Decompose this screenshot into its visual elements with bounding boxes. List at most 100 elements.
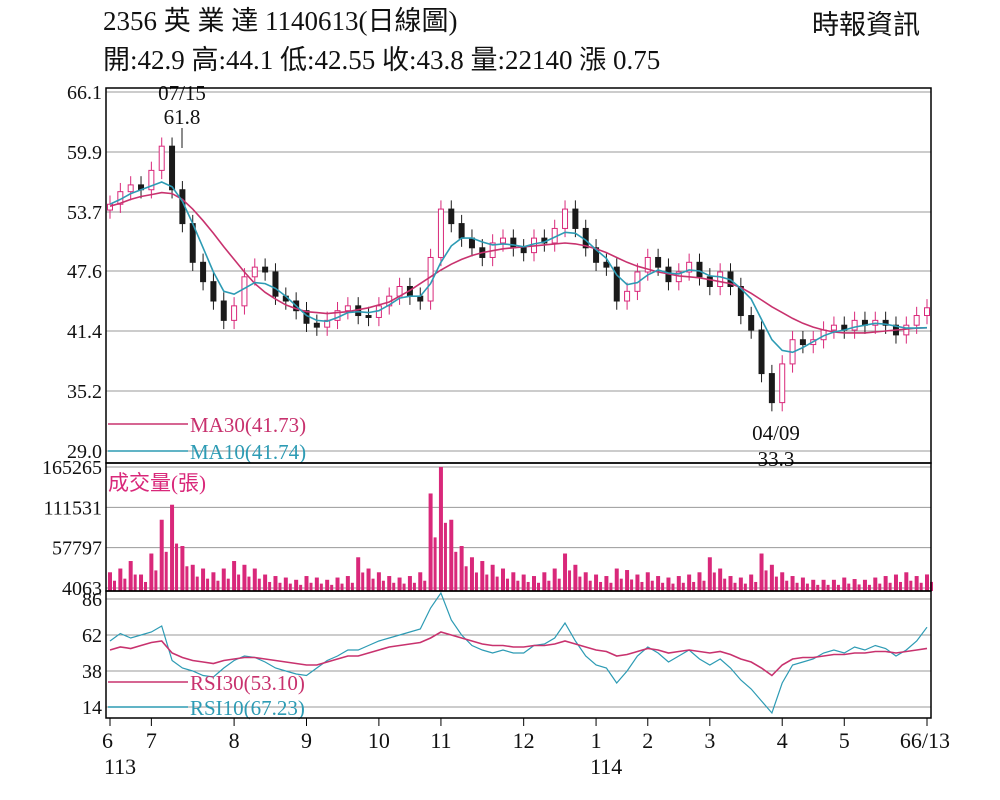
volume-title: 成交量(張) (108, 471, 206, 495)
candle-body (251, 266, 258, 278)
volume-bar (552, 568, 557, 591)
volume-bar (697, 572, 702, 591)
volume-bar (645, 572, 650, 591)
volume-bar (263, 574, 268, 591)
year-label: 113 (104, 754, 136, 779)
price-y-tick-label: 59.9 (67, 142, 102, 164)
panel-frame (105, 590, 932, 719)
candle-body (830, 324, 837, 331)
volume-bar (656, 576, 661, 591)
volume-bar-secondary (288, 583, 292, 591)
x-tick-label: 5 (839, 728, 850, 753)
volume-bar (480, 561, 485, 591)
candle-body (107, 203, 113, 211)
volume-bar-secondary (133, 574, 137, 591)
volume-bar-secondary (381, 580, 385, 591)
chart-title: 2356 英 業 達 1140613(日線圖) (103, 6, 458, 36)
volume-bar (821, 579, 826, 591)
volume-bar (873, 577, 878, 591)
volume-bar (749, 574, 754, 591)
volume-bar-secondary (898, 581, 902, 591)
x-tick-label: 12 (513, 728, 535, 753)
candle-body (200, 261, 207, 283)
rsi-panel: 86 62 38 14 RSI30(53.10)RSI10(67.23) (82, 589, 932, 720)
volume-bar (500, 568, 505, 591)
price-y-tick-label: 35.2 (67, 381, 102, 403)
volume-bar-secondary (847, 583, 851, 591)
rsi10-legend-label: RSI10(67.23) (190, 696, 305, 720)
rsi-y-tick-label: 14 (82, 697, 102, 719)
candle-body (644, 256, 651, 273)
volume-bar-secondary (485, 574, 489, 591)
volume-bar-secondary (309, 582, 313, 591)
volume-bar (221, 568, 226, 591)
volume-bar-secondary (619, 578, 623, 591)
candle-body (799, 339, 806, 346)
candle-body (572, 208, 579, 229)
volume-bar-secondary (712, 572, 716, 591)
ma30-line (109, 191, 928, 334)
volume-bar-secondary (516, 580, 520, 591)
volume-bar-secondary (909, 580, 913, 591)
volume-bar (893, 574, 898, 591)
volume-bar (345, 576, 350, 591)
volume-bar (314, 577, 319, 591)
volume-bar (397, 577, 402, 591)
volume-bar (852, 579, 857, 591)
volume-bar (294, 579, 299, 591)
volume-bar (170, 504, 175, 591)
candle-body (613, 266, 620, 302)
x-tick-label: 7 (146, 728, 157, 753)
volume-bar (738, 577, 743, 591)
volume-bar (304, 576, 309, 591)
candle-body (231, 305, 238, 321)
volume-bar (811, 579, 816, 591)
volume-bar-secondary (361, 572, 365, 591)
volume-bar-secondary (816, 584, 820, 591)
volume-bar (676, 576, 681, 591)
rsi10-line (109, 591, 928, 715)
ma10-legend-label: MA10(41.74) (190, 440, 306, 464)
candle-body (520, 247, 527, 254)
volume-bar (707, 557, 712, 591)
volume-bar-secondary (681, 582, 685, 591)
volume-bar (376, 572, 381, 591)
volume-bar (180, 546, 185, 591)
volume-bar (521, 574, 526, 591)
volume-bar-secondary (433, 537, 437, 591)
x-tick-label: 2 (642, 728, 653, 753)
volume-bar-secondary (878, 583, 882, 591)
volume-bar (831, 579, 836, 591)
volume-bar (594, 574, 599, 591)
x-tick-label: 11 (430, 728, 451, 753)
volume-bar (532, 576, 537, 591)
volume-bar (190, 564, 195, 591)
candle-body (344, 305, 351, 312)
volume-bar-secondary (237, 574, 241, 591)
rsi-y-tick-label: 86 (82, 589, 102, 611)
volume-bar (883, 576, 888, 591)
volume-panel: 165265 111531 57797 4063 成交量(張) (42, 457, 933, 600)
x-tick-label: 4 (777, 728, 788, 753)
candle-body (882, 319, 889, 326)
volume-bar (904, 572, 909, 591)
volume-bar-secondary (650, 580, 654, 591)
volume-bar (914, 576, 919, 591)
candle-body (737, 285, 744, 317)
volume-bar (252, 568, 257, 591)
candle-body (924, 307, 930, 317)
volume-bar-secondary (474, 572, 478, 591)
volume-bar (469, 557, 474, 591)
volume-bar-secondary (268, 581, 272, 591)
source-label: 時報資訊 (812, 10, 920, 40)
rsi-y-tick-label: 62 (82, 625, 102, 647)
candle-body (148, 169, 155, 191)
volume-bar-secondary (278, 582, 282, 591)
candle-body (706, 276, 713, 287)
volume-y-tick-label: 4063 (62, 578, 102, 600)
x-tick-label: 10 (368, 728, 390, 753)
volume-bar (159, 519, 164, 591)
volume-bar-secondary (402, 583, 406, 591)
volume-bar-secondary (319, 583, 323, 591)
